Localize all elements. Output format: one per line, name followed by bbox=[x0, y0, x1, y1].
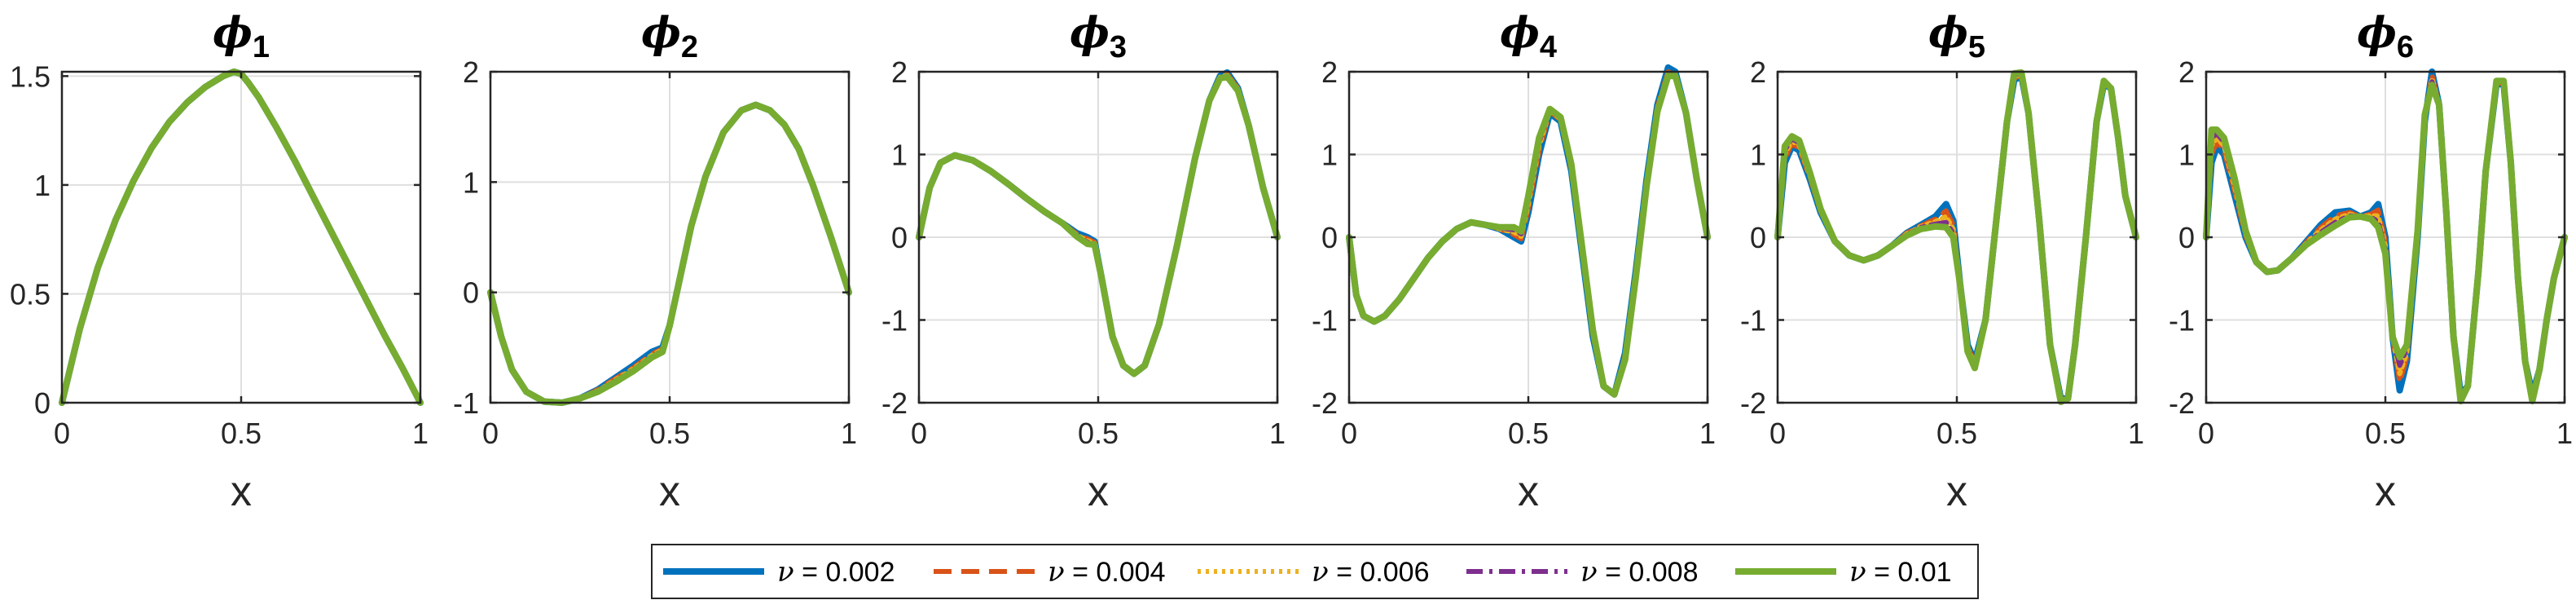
y-tick-label: 2 bbox=[891, 55, 908, 89]
x-axis-label: x bbox=[2375, 468, 2396, 515]
y-tick-label: 1 bbox=[1750, 139, 1766, 172]
x-tick-label: 1 bbox=[2128, 417, 2144, 450]
y-tick-label: 1 bbox=[463, 165, 479, 199]
subplot-title: ϕ3 bbox=[1070, 8, 1127, 64]
x-tick-label: 1 bbox=[841, 417, 857, 450]
series-line-5 bbox=[2203, 77, 2568, 404]
series-line-5 bbox=[1774, 69, 2139, 405]
series-line-5 bbox=[487, 101, 852, 406]
y-tick-label: -2 bbox=[1312, 386, 1338, 420]
series-line-5 bbox=[1346, 73, 1711, 398]
y-tick-label: 2 bbox=[2178, 55, 2195, 89]
subplot-4: 0 0.5 1 -2 -1 0 1 2 x ϕ4 bbox=[1312, 8, 1716, 515]
x-tick-label: 1 bbox=[412, 417, 429, 450]
y-tick-label: -2 bbox=[2169, 386, 2195, 420]
x-axis-label: x bbox=[1088, 468, 1109, 515]
x-tick-label: 0.5 bbox=[649, 417, 690, 450]
y-tick-label: -1 bbox=[2169, 304, 2195, 338]
y-tick-label: -1 bbox=[1312, 304, 1338, 338]
y-tick-label: 0 bbox=[1321, 221, 1338, 254]
x-tick-label: 1 bbox=[2556, 417, 2573, 450]
subplot-title: ϕ2 bbox=[641, 8, 698, 64]
subplot-title: ϕ1 bbox=[213, 8, 270, 64]
subplot-title: ϕ5 bbox=[1928, 8, 1985, 64]
x-tick-label: 0.5 bbox=[1936, 417, 1977, 450]
y-tick-label: 0 bbox=[34, 386, 51, 420]
legend-label-3: ν = 0.006 bbox=[1312, 556, 1430, 589]
x-axis-label: x bbox=[231, 468, 252, 515]
subplot-6: 0 0.5 1 -2 -1 0 1 2 x ϕ6 bbox=[2169, 8, 2573, 515]
y-tick-label: 0 bbox=[463, 276, 479, 310]
subplot-3: 0 0.5 1 -2 -1 0 1 2 x ϕ3 bbox=[881, 8, 1286, 515]
y-tick-label: -1 bbox=[881, 304, 908, 338]
x-tick-label: 1 bbox=[1699, 417, 1716, 450]
x-axis-label: x bbox=[1946, 468, 1967, 515]
subplot-title: ϕ6 bbox=[2357, 8, 2414, 64]
y-tick-label: 2 bbox=[1321, 55, 1338, 89]
x-tick-label: 0 bbox=[911, 417, 927, 450]
subplot-5: 0 0.5 1 -2 -1 0 1 2 x ϕ5 bbox=[1740, 8, 2144, 515]
y-tick-label: -2 bbox=[881, 386, 908, 420]
legend-label-2: ν = 0.004 bbox=[1048, 556, 1166, 589]
legend-label-4: ν = 0.008 bbox=[1580, 556, 1699, 589]
x-tick-label: 0 bbox=[2198, 417, 2214, 450]
x-tick-label: 1 bbox=[1269, 417, 1286, 450]
y-tick-label: -2 bbox=[1740, 386, 1766, 420]
y-tick-label: 2 bbox=[463, 55, 479, 89]
subplot-title: ϕ4 bbox=[1500, 8, 1557, 64]
series-line-5 bbox=[916, 73, 1281, 377]
y-tick-label: 1.5 bbox=[10, 60, 51, 93]
y-tick-label: 0 bbox=[2178, 221, 2195, 254]
legend-label-1: ν = 0.002 bbox=[777, 556, 895, 589]
y-tick-label: -1 bbox=[453, 386, 479, 420]
x-axis-label: x bbox=[659, 468, 680, 515]
y-tick-label: 1 bbox=[1321, 139, 1338, 172]
legend: ν = 0.002 ν = 0.004 ν = 0.006 ν = 0.008 ν = … bbox=[651, 544, 1979, 599]
legend-label-5: ν = 0.01 bbox=[1849, 556, 1952, 589]
x-tick-label: 0 bbox=[54, 417, 70, 450]
x-axis-label: x bbox=[1518, 468, 1539, 515]
y-tick-label: 1 bbox=[34, 169, 51, 202]
x-tick-label: 0.5 bbox=[2365, 417, 2406, 450]
y-tick-label: 1 bbox=[2178, 139, 2195, 172]
x-tick-label: 0.5 bbox=[221, 417, 262, 450]
x-tick-label: 0 bbox=[1769, 417, 1786, 450]
y-tick-label: 0 bbox=[891, 221, 908, 254]
x-tick-label: 0 bbox=[482, 417, 499, 450]
x-tick-label: 0 bbox=[1341, 417, 1357, 450]
y-tick-label: 2 bbox=[1750, 55, 1766, 89]
y-tick-label: 0 bbox=[1750, 221, 1766, 254]
y-tick-label: 1 bbox=[891, 139, 908, 172]
y-tick-label: 0.5 bbox=[10, 277, 51, 311]
subplot-1: 0 0.5 1 0 0.5 1 1.5 x ϕ1 bbox=[10, 8, 429, 515]
x-tick-label: 0.5 bbox=[1078, 417, 1119, 450]
x-tick-label: 0.5 bbox=[1508, 417, 1549, 450]
y-tick-label: -1 bbox=[1740, 304, 1766, 338]
